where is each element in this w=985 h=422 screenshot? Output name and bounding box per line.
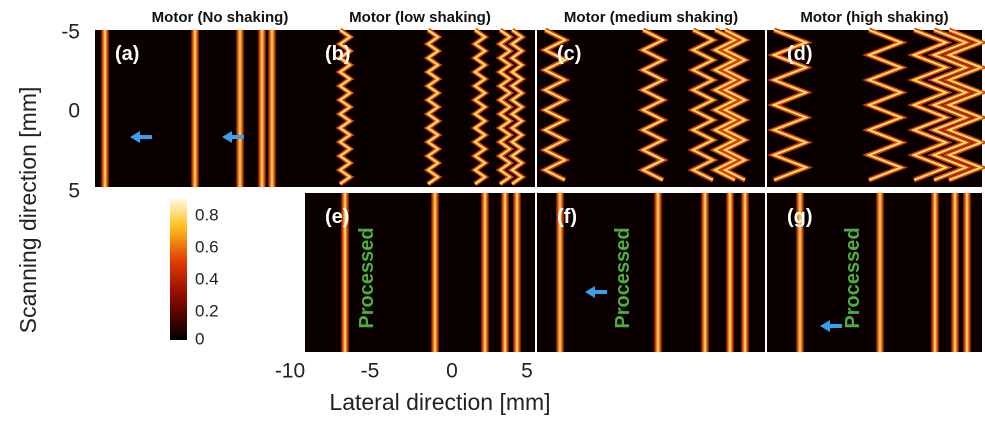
panel: (e) Processed (305, 193, 535, 352)
panel-title: Motor (No shaking) (152, 9, 289, 26)
colorbar-tick: 0.6 (195, 237, 219, 256)
panel: (b) (305, 30, 535, 187)
stripe (258, 30, 266, 187)
panel: (c) (537, 30, 765, 187)
processed-annotation: Processed (612, 227, 634, 328)
panel-label: (f) (557, 206, 577, 228)
panel-label: (d) (787, 43, 813, 65)
panel: (f) Processed (537, 193, 765, 352)
colorbar-tick: 0.8 (195, 205, 219, 224)
panel-label: (g) (787, 206, 813, 228)
stripe (481, 193, 489, 352)
panel-label: (c) (557, 43, 581, 65)
y-tick-label: 0 (68, 100, 80, 123)
colorbar (170, 198, 187, 340)
panel: (a) (95, 30, 305, 187)
x-tick-label: 0 (446, 360, 458, 383)
x-tick-label: -10 (275, 360, 305, 383)
stripe (268, 30, 276, 187)
stripe (726, 193, 734, 352)
y-tick-label: 5 (68, 180, 80, 203)
stripe (876, 193, 884, 352)
panel-label: (e) (325, 206, 349, 228)
panel-label: (a) (115, 43, 139, 65)
panel-title: Motor (low shaking) (349, 9, 491, 26)
processed-annotation: Processed (356, 227, 378, 328)
stripe (501, 193, 509, 352)
stripe (191, 30, 199, 187)
panel: (d) (767, 30, 982, 187)
stripe (513, 193, 521, 352)
stripe (236, 30, 244, 187)
colorbar-tick: 0 (195, 329, 204, 348)
stripe (931, 193, 939, 352)
stripe (741, 193, 749, 352)
x-tick-label: -5 (361, 360, 380, 383)
x-axis-label: Lateral direction [mm] (329, 389, 550, 415)
panels: (a) Motor (No shaking) (b) Motor (low shaki… (95, 9, 982, 352)
stripe (654, 193, 662, 352)
processed-annotation: Processed (842, 227, 864, 328)
colorbar-tick: 0.2 (195, 301, 219, 320)
y-tick-label: -5 (61, 21, 80, 44)
panel-label: (b) (325, 43, 351, 65)
panel-title: Motor (medium shaking) (564, 9, 738, 26)
x-tick-label: 5 (521, 360, 533, 383)
stripe (101, 30, 109, 187)
y-axis-label: Scanning direction [mm] (15, 87, 41, 334)
stripe (701, 193, 709, 352)
colorbar-tick: 0.4 (195, 269, 219, 288)
stripe (951, 193, 959, 352)
panel: (g) Processed (767, 193, 982, 352)
stripe (963, 193, 971, 352)
stripe (431, 193, 439, 352)
figure: (a) Motor (No shaking) (b) Motor (low shaki… (0, 0, 985, 422)
panel-title: Motor (high shaking) (800, 9, 948, 26)
